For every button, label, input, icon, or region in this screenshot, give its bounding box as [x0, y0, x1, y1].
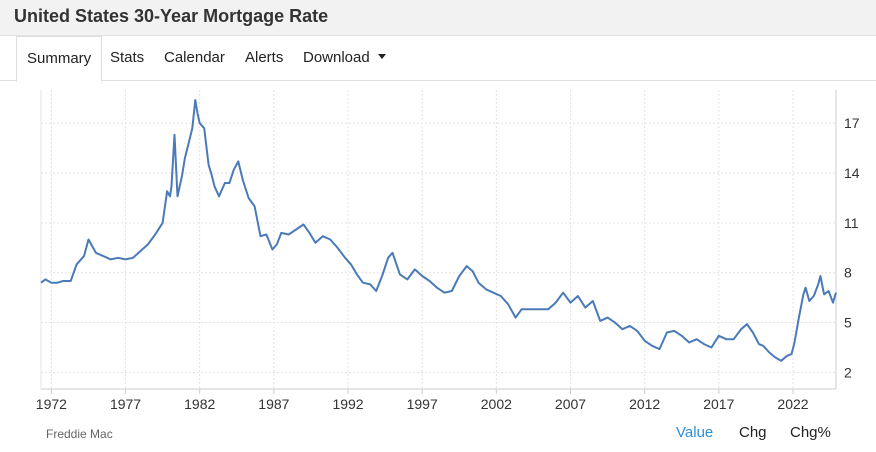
x-tick-label: 2007: [555, 396, 586, 412]
x-tick-label: 2012: [629, 396, 660, 412]
toggle-chg[interactable]: Chg: [739, 424, 767, 441]
toggle-chg-percent[interactable]: Chg%: [790, 424, 831, 441]
x-tick-label: 1987: [258, 396, 289, 412]
y-tick-label: 11: [844, 215, 859, 231]
page-title: United States 30-Year Mortgage Rate: [14, 6, 329, 26]
tab-alerts[interactable]: Alerts: [245, 49, 284, 66]
y-tick-label: 8: [844, 265, 852, 281]
tab-stats[interactable]: Stats: [110, 49, 145, 66]
toggle-value[interactable]: Value: [676, 424, 714, 441]
x-tick-label: 1972: [36, 396, 67, 412]
x-tick-label: 2017: [703, 396, 734, 412]
caret-down-icon: [377, 53, 386, 59]
x-tick-label: 1997: [407, 396, 438, 412]
title-bar: United States 30-Year Mortgage Rate: [0, 0, 876, 36]
y-tick-label: 5: [844, 315, 852, 331]
source-label: Freddie Mac: [46, 427, 113, 441]
y-tick-label: 14: [844, 165, 860, 181]
mortgage-rate-chart: 2 5 8 11 14 17 1972 1977 1982 1987 1992 1997 2002 20…: [36, 90, 860, 412]
x-tick-label: 2002: [481, 396, 512, 412]
series-line: [40, 99, 837, 362]
y-tick-label: 17: [844, 115, 860, 131]
tab-download-label: Download: [303, 49, 370, 66]
x-tick-label: 2022: [777, 396, 808, 412]
x-tick-label: 1977: [110, 396, 141, 412]
x-tick-label: 1982: [184, 396, 215, 412]
x-tick-label: 1992: [332, 396, 363, 412]
y-tick-label: 2: [844, 364, 852, 380]
tab-bar: Summary Stats Calendar Alerts Download: [0, 36, 876, 82]
tab-summary[interactable]: Summary: [16, 36, 103, 82]
tab-download[interactable]: Download: [293, 36, 396, 81]
tab-calendar[interactable]: Calendar: [164, 49, 225, 66]
